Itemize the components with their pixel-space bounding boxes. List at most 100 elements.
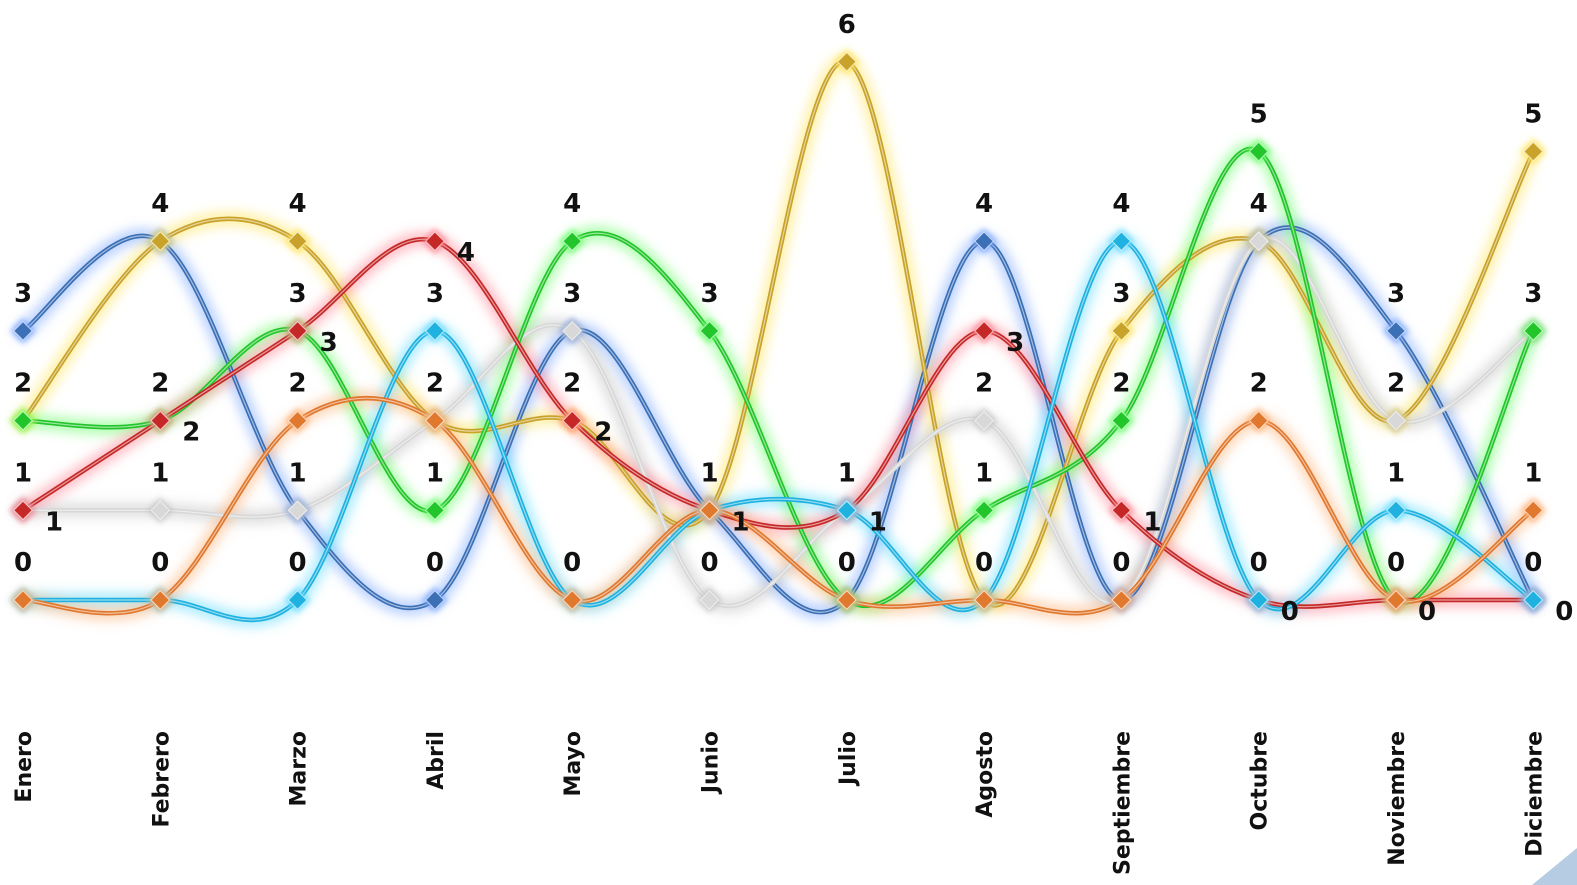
series-4-point-3 <box>422 228 448 254</box>
data-label: 1 <box>45 507 63 537</box>
marker <box>974 231 994 252</box>
category-label: Enero <box>12 731 37 803</box>
data-label: 0 <box>1112 548 1130 578</box>
data-label: 4 <box>289 189 307 219</box>
corner-decoration <box>1532 848 1577 885</box>
marker <box>1386 321 1406 341</box>
series-1-highlight <box>22 61 1534 606</box>
marker <box>562 410 583 431</box>
marker <box>425 321 445 341</box>
data-label: 2 <box>563 369 581 399</box>
data-label: 0 <box>289 548 307 578</box>
marker <box>974 321 994 341</box>
data-label: 6 <box>838 10 856 40</box>
series-6-point-7 <box>971 587 997 613</box>
data-label: 1 <box>1143 507 1161 537</box>
category-label: Octubre <box>1248 731 1273 830</box>
data-label: 1 <box>838 458 856 488</box>
category-label: Abril <box>424 731 449 790</box>
series-6-point-5 <box>696 497 723 524</box>
data-label: 0 <box>1250 548 1268 578</box>
category-label: Noviembre <box>1385 731 1410 866</box>
data-label: 3 <box>563 279 581 309</box>
marker <box>1386 590 1406 610</box>
series-6-point-0 <box>10 587 36 613</box>
data-label: 3 <box>14 279 32 309</box>
data-label: 1 <box>289 458 307 488</box>
data-label: 0 <box>838 548 856 578</box>
data-label: 2 <box>594 418 612 448</box>
category-label: Diciembre <box>1522 731 1547 857</box>
category-label: Junio <box>699 731 724 795</box>
data-label: 2 <box>1387 369 1405 399</box>
marker <box>562 590 583 610</box>
data-label: 0 <box>700 548 718 578</box>
series-3-point-3 <box>422 497 448 524</box>
data-label: 3 <box>1112 279 1130 309</box>
series-6-point-4 <box>559 587 585 613</box>
marker <box>1248 141 1269 162</box>
data-label: 0 <box>1418 597 1436 627</box>
category-label: Agosto <box>973 731 998 818</box>
series-4-point-0 <box>10 497 36 524</box>
series-2-point-5 <box>696 587 723 613</box>
series-0-point-3 <box>422 587 448 613</box>
data-label: 3 <box>1006 328 1024 358</box>
data-label: 1 <box>14 458 32 488</box>
data-label: 3 <box>700 279 718 309</box>
series-3-point-4 <box>559 228 585 254</box>
marker <box>1248 590 1269 610</box>
marker <box>425 590 445 610</box>
data-label: 2 <box>1112 369 1130 399</box>
data-label: 1 <box>151 458 169 488</box>
marker <box>287 321 308 341</box>
series-0-point-0 <box>10 318 36 344</box>
marker <box>1111 321 1132 341</box>
marker <box>13 590 33 610</box>
category-axis: Enero Febrero Marzo Abril Mayo Junio Julio Agos… <box>12 731 1547 875</box>
data-label: 5 <box>1524 100 1542 130</box>
category-label: Septiembre <box>1110 731 1135 875</box>
series-6-point-3 <box>422 407 448 434</box>
data-label: 0 <box>151 548 169 578</box>
marker <box>1523 500 1544 521</box>
data-label: 2 <box>151 369 169 399</box>
data-label: 4 <box>563 189 581 219</box>
data-label: 4 <box>1250 189 1268 219</box>
marker <box>836 51 857 72</box>
series-1-point-2 <box>284 228 311 254</box>
marker <box>287 500 308 521</box>
marker <box>13 500 33 521</box>
marker <box>287 410 308 431</box>
data-label: 3 <box>426 279 444 309</box>
series-2-point-4 <box>559 318 585 344</box>
marker <box>974 410 994 431</box>
marker <box>836 500 857 521</box>
marker <box>1248 231 1269 252</box>
data-label: 0 <box>1524 548 1542 578</box>
marker <box>1386 410 1406 431</box>
marker <box>836 590 857 610</box>
series-6-point-2 <box>284 407 311 434</box>
data-label: 2 <box>426 369 444 399</box>
series-2-point-2 <box>284 497 311 524</box>
data-label: 4 <box>151 189 169 219</box>
marker <box>1523 141 1544 162</box>
marker <box>425 500 445 521</box>
data-label: 5 <box>1250 100 1268 130</box>
data-label: 2 <box>1250 369 1268 399</box>
data-label: 4 <box>975 189 993 219</box>
series-0-point-7 <box>971 228 997 254</box>
series-4-point-1 <box>147 407 174 434</box>
series-6-point-6 <box>834 587 860 613</box>
marker <box>1111 500 1132 521</box>
marker <box>562 321 583 341</box>
data-label: 3 <box>1524 279 1542 309</box>
series-1-point-6 <box>834 49 860 75</box>
series-5-point-2 <box>284 587 311 613</box>
marker <box>699 500 720 521</box>
data-label: 0 <box>1555 597 1573 627</box>
marker <box>1523 590 1544 610</box>
series-3-point-0 <box>10 407 36 434</box>
